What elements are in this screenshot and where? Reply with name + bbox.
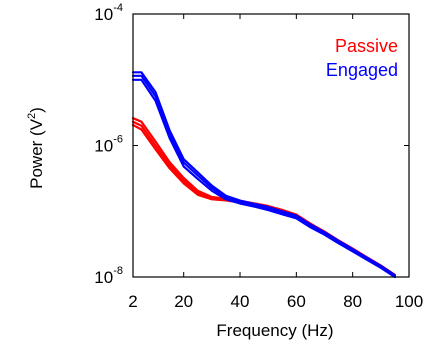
tick-labels: 2 20 40 60 80 100 10-4 10-6 10-8 bbox=[94, 2, 423, 311]
series-line-engaged-upper bbox=[131, 71, 396, 277]
x-tick-label: 80 bbox=[343, 292, 362, 311]
ticks bbox=[132, 13, 410, 278]
y-tick-label: 10-8 bbox=[94, 265, 123, 287]
x-tick-label: 60 bbox=[287, 292, 306, 311]
series-line-engaged-middle bbox=[131, 74, 396, 278]
legend-item-engaged: Engaged bbox=[326, 60, 398, 80]
y-tick-label: 10-6 bbox=[94, 134, 123, 156]
plot-lines bbox=[131, 71, 396, 279]
legend: Passive Engaged bbox=[326, 36, 398, 80]
legend-item-passive: Passive bbox=[335, 36, 398, 56]
y-axis-label-text: Power (V bbox=[27, 118, 46, 189]
y-axis-label-close: ) bbox=[27, 107, 46, 113]
y-tick-label: 10-4 bbox=[94, 2, 123, 24]
series-line-engaged-lower bbox=[131, 78, 396, 279]
x-tick-label: 100 bbox=[395, 292, 423, 311]
y-axis-label: Power (V2) bbox=[26, 107, 46, 189]
x-tick-label: 2 bbox=[128, 292, 137, 311]
y-axis-label-superscript: 2 bbox=[26, 113, 38, 119]
x-axis-label: Frequency (Hz) bbox=[216, 321, 333, 340]
x-tick-label: 20 bbox=[174, 292, 193, 311]
x-tick-label: 40 bbox=[231, 292, 250, 311]
